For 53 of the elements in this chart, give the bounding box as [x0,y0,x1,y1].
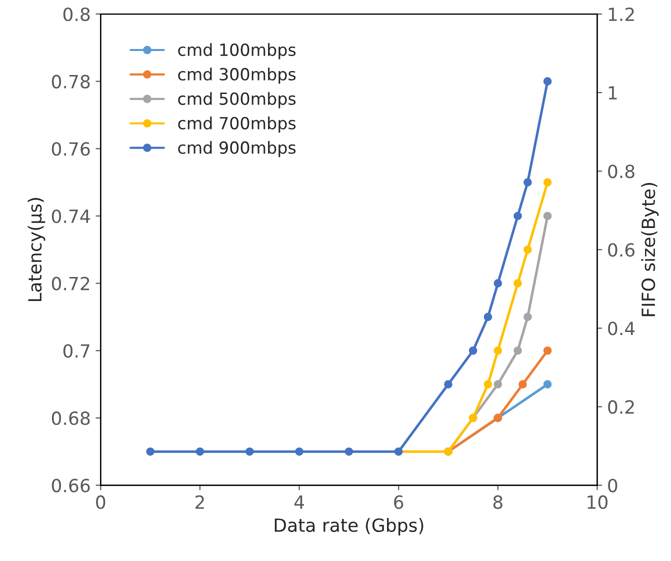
y2-tick-label: 0.8 [608,164,634,178]
point [494,346,502,355]
point [494,380,502,388]
legend-label: cmd 300mbps [178,68,296,84]
y2-tick-label: 1.2 [608,7,634,21]
x-tick-label: 10 [588,495,608,509]
point [543,212,552,220]
legend-label: cmd 900mbps [178,141,296,158]
point [518,380,527,388]
x-axis-title: Data rate (Gbps) [274,518,424,536]
y-tick-label: 0.76 [52,142,90,156]
point [514,212,522,220]
point [484,312,492,322]
y2-tick-label: 0 [608,478,618,492]
x-tick-label: 0 [96,495,106,509]
y-axis-title: Latency(µs) [28,198,46,302]
y2-axis-title: FIFO size(Byte) [641,182,659,316]
y2-tick-label: 0.2 [608,400,634,414]
legend-label: cmd 100mbps [178,43,296,60]
y2-tick-label: 0.4 [608,322,635,336]
point [514,346,522,355]
point [543,380,552,388]
y-tick-label: 0.8 [63,7,90,22]
legend-label: cmd 500mbps [178,92,296,108]
point [484,380,492,388]
point [444,380,452,388]
point [524,312,532,322]
point [494,279,502,288]
point [543,346,552,355]
y-tick-label: 0.78 [52,74,90,88]
point [245,447,254,456]
y2-tick-label: 0.6 [608,243,634,257]
point [543,77,552,86]
point [524,245,532,254]
x-tick-label: 6 [394,495,404,509]
y-tick-label: 0.66 [52,478,90,492]
y-tick-label: 0.72 [52,276,90,290]
y-tick-label: 0.74 [52,209,90,224]
point [524,178,532,186]
point [514,279,522,288]
y-tick-label: 0.7 [63,344,90,358]
legend-label: cmd 700mbps [178,116,296,133]
point [468,346,478,355]
y-tick-label: 0.68 [52,411,90,426]
point [344,447,354,456]
x-tick-label: 4 [294,496,304,509]
point [295,447,304,456]
point [146,447,154,456]
x-tick-label: 8 [493,495,502,509]
x-tick-label: 2 [196,495,204,509]
point [196,447,204,456]
y2-tick-label: 1 [608,86,617,100]
point [543,178,552,186]
